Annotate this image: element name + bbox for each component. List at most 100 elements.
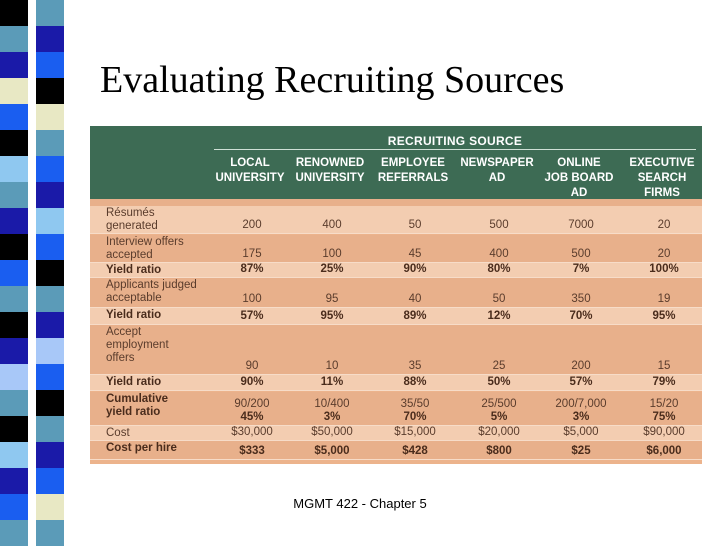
table-header: [90, 126, 702, 199]
row-divider: [90, 390, 702, 391]
stripe-square: [36, 208, 64, 234]
column-header-4: ONLINE JOB BOARD AD: [544, 157, 614, 199]
table-row: [90, 392, 702, 426]
table-cell: 25%: [320, 263, 344, 275]
table-cell: 95: [325, 293, 339, 305]
stripe-square: [36, 416, 64, 442]
table-cell: 19: [657, 293, 671, 305]
stripe-square: [36, 234, 64, 260]
table-cell: $333: [239, 445, 265, 457]
table-cell: 50: [408, 219, 422, 231]
table-cell: 50%: [487, 376, 511, 388]
stripe-square: [36, 312, 64, 338]
table-cell: 95%: [320, 310, 344, 322]
table-cell: $428: [402, 445, 428, 457]
table-row: [90, 441, 702, 460]
row-divider: [90, 440, 702, 441]
table-row: [90, 325, 702, 375]
column-header-3: NEWSPAPER AD: [460, 157, 534, 184]
table-cell: 400: [322, 219, 342, 231]
table-cell: 500: [571, 248, 591, 260]
stripe-square: [0, 312, 28, 338]
table-cell: 87%: [240, 263, 264, 275]
stripe-square: [0, 442, 28, 468]
row-divider: [90, 307, 702, 308]
table-cell: 90/200 45%: [234, 398, 270, 423]
row-label: Accept employment offers: [106, 326, 169, 364]
stripe-square: [36, 156, 64, 182]
table-cell: 20: [657, 219, 671, 231]
decorative-stripe: [0, 0, 64, 546]
stripe-square: [36, 494, 64, 520]
table-cell: 35/50 70%: [400, 398, 430, 423]
stripe-square: [0, 182, 28, 208]
table-cell: $20,000: [478, 426, 520, 438]
row-divider: [90, 459, 702, 460]
header-rule: [214, 149, 696, 150]
stripe-square: [36, 104, 64, 130]
table-cell: 100: [322, 248, 342, 260]
stripe-square: [0, 26, 28, 52]
stripe-square: [36, 52, 64, 78]
stripe-square: [36, 182, 64, 208]
recruiting-source-table: RECRUITING SOURCE LOCAL UNIVERSITY RENOWNE…: [90, 126, 702, 464]
column-header-2: EMPLOYEE REFERRALS: [377, 157, 449, 184]
row-divider: [90, 262, 702, 263]
table-cell: 400: [489, 248, 509, 260]
stripe-square: [36, 520, 64, 546]
row-label: Yield ratio: [106, 376, 162, 388]
table-cell: $30,000: [231, 426, 273, 438]
row-label: Cumulative yield ratio: [106, 393, 168, 418]
stripe-square: [0, 338, 28, 364]
row-label: Résumés generated: [106, 207, 158, 232]
table-cell: $50,000: [311, 426, 353, 438]
row-label: Cost per hire: [106, 442, 177, 454]
table-cell: 100: [242, 293, 262, 305]
table-cell: 11%: [320, 376, 344, 388]
table-cell: $5,000: [563, 426, 599, 438]
stripe-square: [36, 338, 64, 364]
table-cell: 10: [325, 360, 339, 372]
table-cell: 40: [408, 293, 422, 305]
stripe-square: [36, 364, 64, 390]
row-divider: [90, 324, 702, 325]
stripe-square: [36, 442, 64, 468]
table-cell: 10/400 3%: [314, 398, 350, 423]
table-cell: $5,000: [314, 445, 350, 457]
slide-title: Evaluating Recruiting Sources: [100, 59, 565, 101]
table-cell: 90%: [403, 263, 427, 275]
slide-footer: MGMT 422 - Chapter 5: [293, 496, 427, 511]
stripe-square: [0, 416, 28, 442]
stripe-square: [0, 78, 28, 104]
stripe-square: [36, 0, 64, 26]
table-cell: 90%: [240, 376, 264, 388]
stripe-square: [36, 286, 64, 312]
table-cell: 45: [408, 248, 422, 260]
table-cell: 350: [571, 293, 591, 305]
row-label: Applicants judged acceptable: [106, 279, 197, 304]
stripe-square: [0, 260, 28, 286]
row-label: Interview offers accepted: [106, 236, 184, 261]
row-divider: [90, 374, 702, 375]
table-cell: 200: [242, 219, 262, 231]
table-cell: $6,000: [646, 445, 682, 457]
table-row: [90, 263, 702, 278]
table-row: [90, 235, 702, 263]
table-row: [90, 426, 702, 441]
table-cell: 7%: [572, 263, 590, 275]
table-cell: 25: [492, 360, 506, 372]
table-cell: 15/20 75%: [649, 398, 679, 423]
stripe-square: [36, 260, 64, 286]
table-cell: 50: [492, 293, 506, 305]
table-cell: 500: [489, 219, 509, 231]
table-row: [90, 278, 702, 308]
row-divider: [90, 277, 702, 278]
table-cell: 80%: [487, 263, 511, 275]
table-cell: $90,000: [643, 426, 685, 438]
table-cell: $800: [486, 445, 512, 457]
stripe-square: [0, 390, 28, 416]
stripe-square: [0, 520, 28, 546]
table-cell: 7000: [568, 219, 594, 231]
table-cell: 57%: [569, 376, 593, 388]
stripe-square: [0, 130, 28, 156]
